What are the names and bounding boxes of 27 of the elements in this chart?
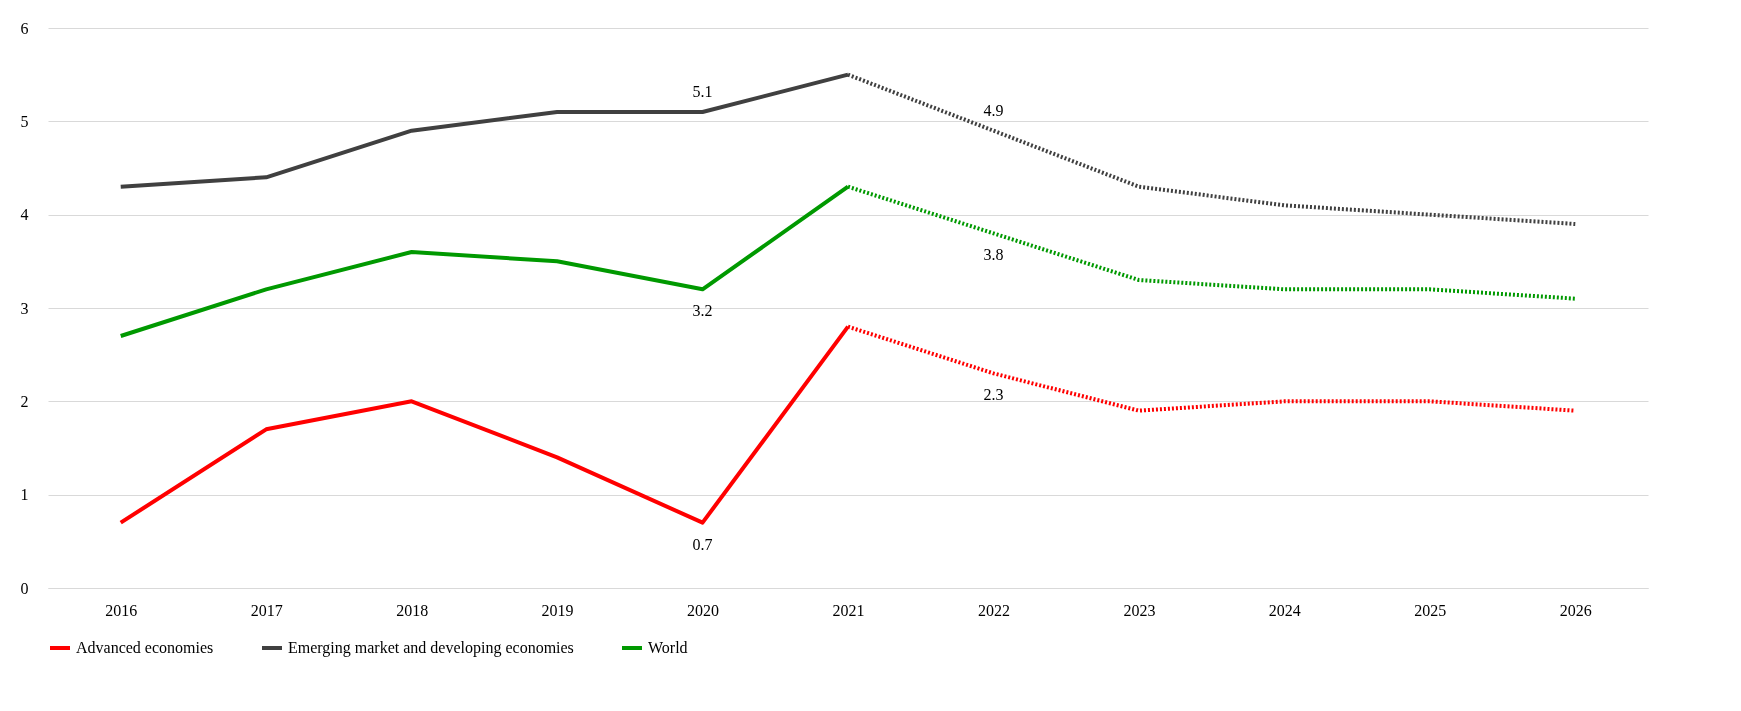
y-tick-label: 3 [20, 299, 29, 317]
y-tick-label: 5 [20, 112, 29, 130]
x-tick-label: 2017 [250, 601, 283, 619]
x-tick-label: 2016 [105, 601, 138, 619]
legend-label: Emerging market and developing economies [288, 639, 574, 657]
x-tick-label: 2026 [1559, 601, 1592, 619]
annotation: 3.8 [983, 246, 1004, 264]
annotation: 3.2 [692, 302, 713, 320]
legend-label: Advanced economies [76, 639, 214, 656]
annotation: 5.1 [692, 83, 713, 100]
y-tick-label: 4 [20, 206, 29, 224]
y-tick-label: 2 [20, 392, 29, 410]
y-tick-label: 0 [20, 579, 29, 597]
x-tick-label: 2023 [1123, 601, 1156, 619]
x-tick-label: 2021 [832, 601, 865, 619]
annotation: 2.3 [983, 386, 1004, 404]
x-tick-label: 2025 [1414, 601, 1447, 619]
legend-label: World [648, 639, 688, 656]
x-tick-label: 2019 [541, 601, 574, 619]
x-tick-label: 2024 [1268, 601, 1301, 619]
y-tick-label: 6 [20, 19, 29, 37]
annotation: 0.7 [692, 535, 713, 553]
y-tick-label: 1 [20, 486, 29, 504]
annotation: 4.9 [983, 101, 1004, 119]
x-tick-label: 2018 [396, 601, 429, 619]
x-tick-label: 2020 [687, 601, 720, 619]
x-tick-label: 2022 [977, 601, 1010, 619]
